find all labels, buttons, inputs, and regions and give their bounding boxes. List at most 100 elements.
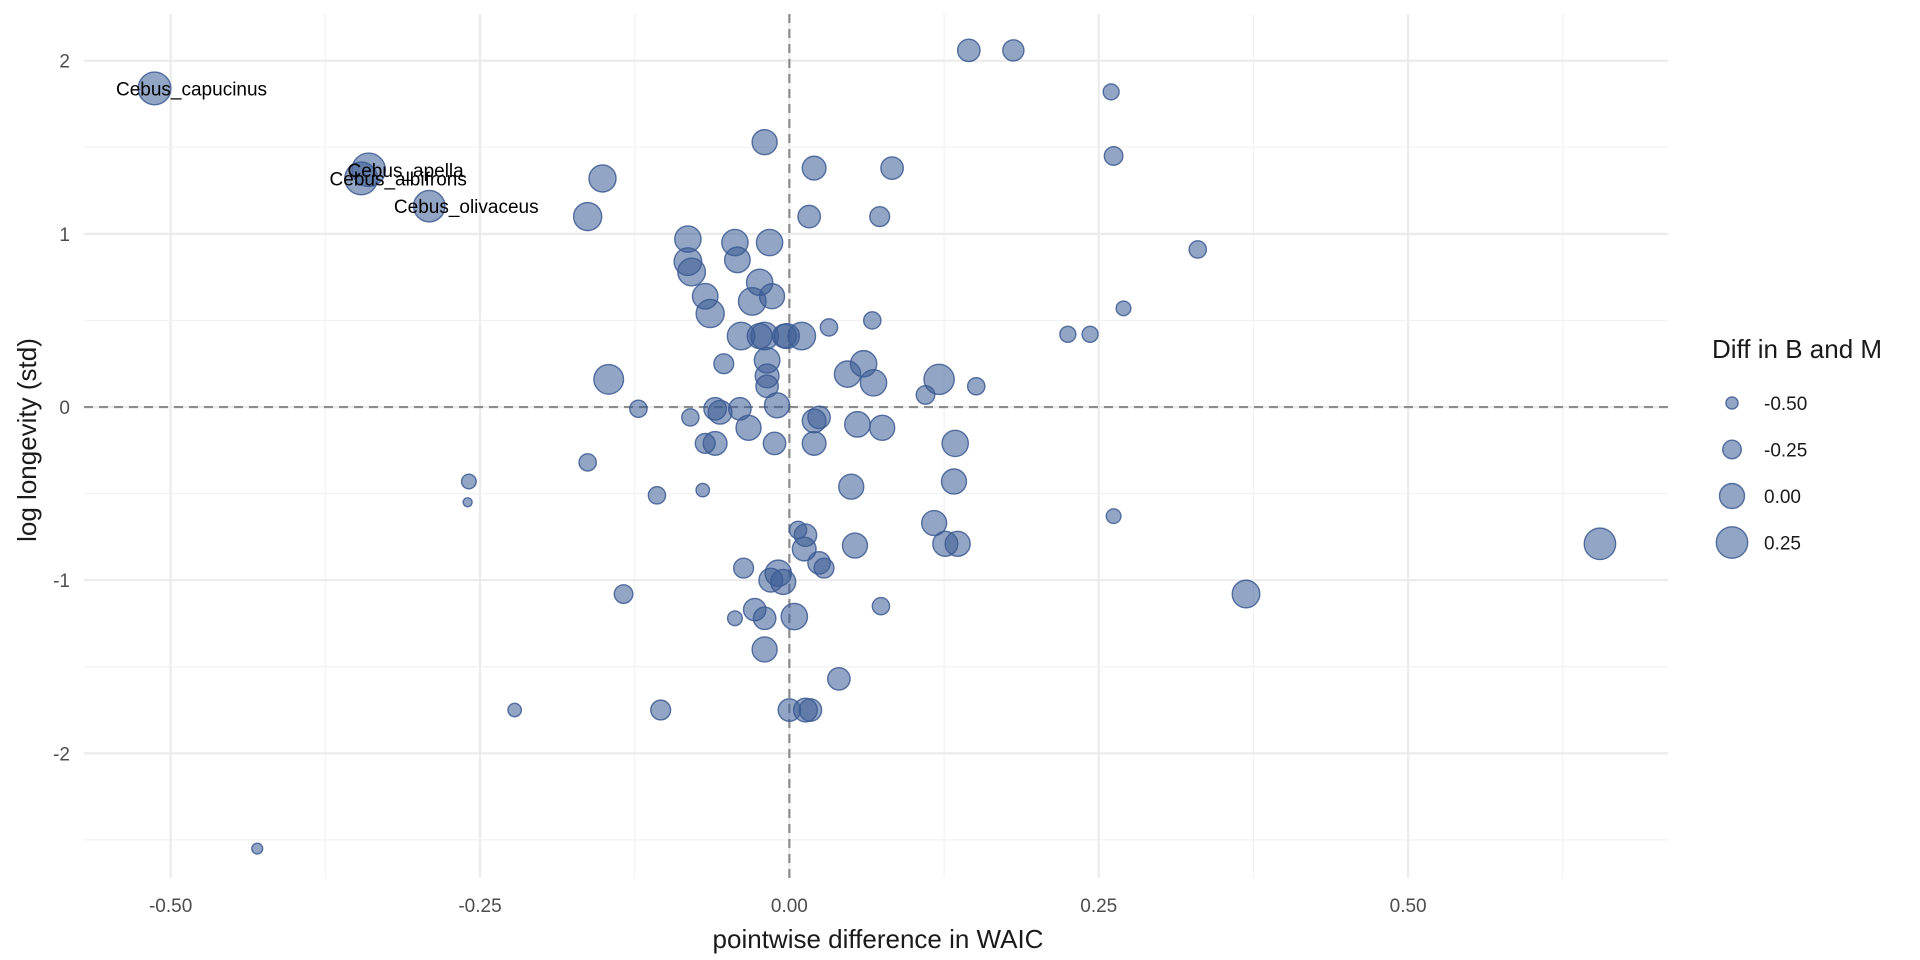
data-point [588, 164, 617, 193]
x-tick-label: 0.25 [1080, 896, 1117, 917]
data-point [572, 201, 603, 232]
data-point [629, 399, 648, 419]
point-label: Cebus_albifrons [330, 169, 467, 190]
y-tick-label: -2 [53, 744, 70, 765]
x-axis-title: pointwise difference in WAIC [713, 924, 1044, 954]
x-tick-label: -0.50 [149, 896, 192, 917]
data-point [681, 408, 700, 427]
data-point [593, 363, 625, 395]
data-point [647, 486, 667, 505]
legend-label: 0.00 [1764, 487, 1801, 508]
data-point [843, 410, 871, 438]
data-point [726, 610, 743, 627]
data-point [460, 473, 477, 490]
reference-lines [84, 14, 1668, 878]
data-point [752, 606, 777, 631]
data-point [798, 698, 823, 722]
y-axis-title: log longevity (std) [12, 338, 42, 542]
data-point [838, 473, 865, 500]
legend-label: -0.50 [1764, 394, 1807, 415]
data-point [944, 530, 971, 558]
data-point [920, 509, 948, 537]
data-point [871, 596, 891, 616]
data-point [862, 311, 882, 330]
legend-key [1715, 526, 1749, 559]
point-label: Cebus_capucinus [116, 79, 267, 100]
data-point [758, 283, 786, 310]
data-point [1231, 579, 1261, 609]
data-point [868, 414, 896, 442]
data-point [137, 71, 172, 106]
point-label: Cebus_apella [348, 161, 465, 182]
data-point [695, 482, 711, 498]
x-tick-labels: -0.50 -0.25 0.00 0.25 0.50 [149, 896, 1427, 917]
data-point [956, 38, 981, 63]
data-point [763, 392, 791, 419]
data-point [813, 557, 835, 579]
y-tick-label: 2 [59, 52, 70, 73]
legend-key [1725, 396, 1739, 410]
data-point [966, 376, 986, 396]
data-points [137, 38, 1617, 855]
x-tick-label: 0.50 [1390, 896, 1427, 917]
data-point [801, 155, 827, 181]
data-point [695, 298, 725, 329]
data-point [859, 368, 888, 397]
data-point [923, 363, 955, 396]
data-point [578, 453, 597, 472]
legend-key [1718, 482, 1746, 510]
data-point [787, 321, 817, 351]
point-labels: Cebus_capucinus Cebus_apellaCebus_albifro… [116, 79, 539, 218]
data-point [613, 584, 634, 605]
data-point [769, 568, 797, 596]
data-point [941, 429, 970, 458]
legend-title: Diff in B and M [1712, 334, 1882, 364]
data-point [791, 536, 817, 562]
data-point [1583, 527, 1617, 561]
x-tick-label: -0.25 [458, 896, 501, 917]
data-point [841, 532, 869, 559]
legend-label: -0.25 [1764, 441, 1807, 462]
y-tick-label: -1 [53, 571, 70, 592]
legend-label: 0.25 [1764, 534, 1801, 555]
data-point [1002, 39, 1025, 62]
data-point [940, 468, 968, 495]
y-tick-label: 1 [59, 225, 70, 246]
point-label: Cebus_olivaceus [394, 197, 539, 218]
data-point [723, 246, 751, 274]
data-point [751, 636, 778, 663]
x-tick-label: 0.00 [771, 896, 808, 917]
y-tick-labels: -2 -1 0 1 2 [53, 52, 70, 766]
data-point [1081, 325, 1099, 344]
data-point [344, 161, 379, 196]
data-point [251, 842, 264, 855]
data-point [880, 156, 904, 181]
data-point [1115, 300, 1132, 317]
data-point [1105, 508, 1122, 525]
data-point [780, 602, 809, 631]
legend: Diff in B and M -0.50 -0.25 0.00 0.25 [1712, 334, 1882, 559]
data-point [751, 128, 778, 156]
grid [84, 14, 1668, 878]
data-point [1059, 325, 1077, 344]
data-point [797, 204, 822, 229]
data-point [819, 318, 839, 337]
data-point [412, 189, 446, 223]
data-point [462, 497, 473, 508]
data-point [807, 405, 831, 430]
data-point [1102, 83, 1120, 101]
data-point [707, 399, 733, 425]
y-tick-label: 0 [59, 398, 70, 419]
legend-key [1722, 439, 1742, 460]
data-point [1103, 146, 1124, 166]
data-point [826, 666, 851, 691]
data-point [702, 430, 728, 456]
data-point [507, 702, 523, 718]
data-point [869, 205, 891, 228]
data-point [735, 414, 762, 442]
data-point [755, 228, 784, 257]
data-point [1188, 240, 1208, 259]
data-point [650, 699, 672, 721]
data-point [801, 430, 827, 456]
